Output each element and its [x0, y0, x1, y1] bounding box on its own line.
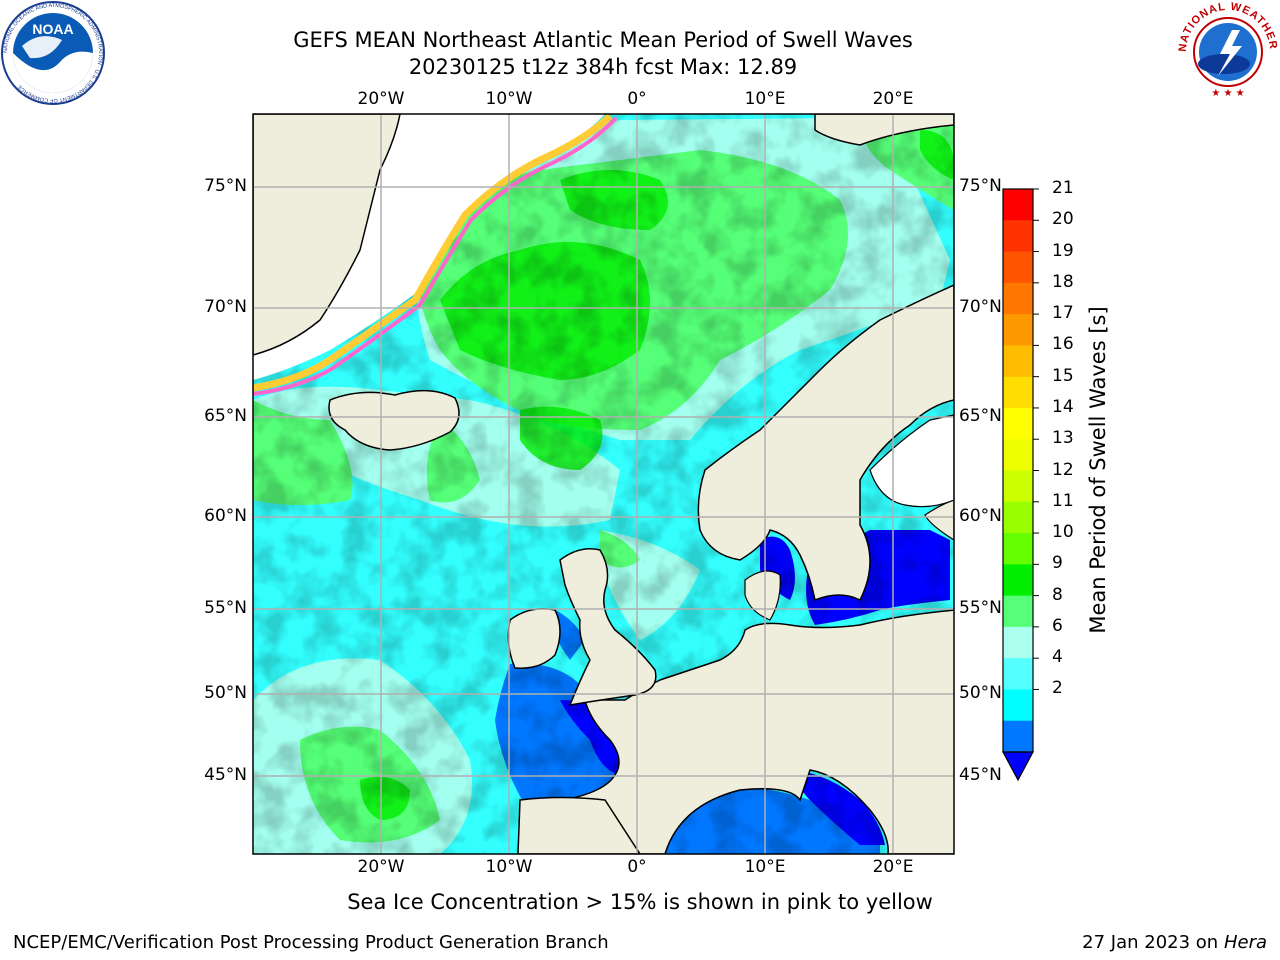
- lon-label-bottom-10w: 10°W: [485, 857, 533, 877]
- colorbar-tick-label: 21: [1052, 178, 1074, 198]
- colorbar-segment: [1003, 376, 1033, 409]
- colorbar-segment: [1003, 439, 1033, 471]
- colorbar-tick-label: 16: [1052, 334, 1074, 355]
- colorbar-tick-label: 6: [1052, 615, 1063, 636]
- colorbar-segment: [1003, 564, 1033, 597]
- colorbar-segment: [1003, 407, 1033, 440]
- noaa-logo-text: NOAA: [32, 21, 73, 37]
- colorbar-segment: [1003, 470, 1033, 503]
- footer-host: Hera: [1223, 932, 1267, 953]
- colorbar-segment: [1003, 658, 1033, 690]
- lat-label-right-65n: 65°N: [959, 406, 1002, 426]
- colorbar-segment: [1003, 251, 1033, 284]
- svalbard-landmass: [814, 114, 954, 146]
- footer-credit: NCEP/EMC/Verification Post Processing Pr…: [13, 932, 609, 953]
- graticule: [253, 114, 954, 854]
- chart-subtitle: 20230125 t12z 384h fcst Max: 12.89: [408, 55, 798, 79]
- colorbar-tick-label: 13: [1052, 428, 1074, 449]
- great-britain-landmass: [559, 548, 657, 706]
- colorbar-extend-triangle: [1001, 751, 1035, 782]
- colorbar-segment: [1003, 595, 1033, 628]
- colorbar: [1001, 188, 1039, 782]
- lat-label-left-60n: 60°N: [204, 506, 247, 526]
- colorbar-tick-label: 8: [1052, 584, 1063, 605]
- colorbar-segment: [1003, 345, 1033, 378]
- iceland-landmass: [328, 389, 460, 451]
- lat-label-right-50n: 50°N: [959, 683, 1002, 703]
- colorbar-segment: [1003, 689, 1033, 722]
- lon-label-top-20w: 20°W: [357, 89, 405, 109]
- colorbar-tick-label: 15: [1052, 365, 1074, 386]
- footer-timestamp: 27 Jan 2023 on Hera: [1082, 932, 1267, 953]
- lon-label-top-10w: 10°W: [485, 89, 533, 109]
- lat-label-right-55n: 55°N: [959, 598, 1002, 618]
- colorbar-tick-label: 9: [1052, 553, 1063, 574]
- lat-label-left-65n: 65°N: [204, 406, 247, 426]
- lon-label-top-10e: 10°E: [744, 89, 786, 109]
- colorbar-segment: [1003, 533, 1033, 565]
- iberia-landmass: [517, 796, 641, 854]
- lat-label-left-45n: 45°N: [204, 765, 247, 785]
- colorbar-segment: [1003, 626, 1033, 659]
- sea-ice-edge-yellow: [253, 114, 613, 392]
- lon-label-bottom-20w: 20°W: [357, 857, 405, 877]
- noaa-logo: NOAA NATIONAL OCEANIC AND ATMOSPHERIC AD…: [1, 1, 105, 105]
- scandinavia-landmass: [697, 284, 954, 602]
- nws-logo: NATIONAL WEATHER SERVICE ★ ★ ★: [1176, 0, 1278, 102]
- colorbar-tick-label: 11: [1052, 490, 1074, 511]
- sea-ice-edge-pink: [253, 116, 618, 396]
- lat-label-right-60n: 60°N: [959, 506, 1002, 526]
- lon-label-top-0: 0°: [627, 89, 647, 109]
- lon-label-top-20e: 20°E: [872, 89, 914, 109]
- lat-label-right-70n: 70°N: [959, 297, 1002, 317]
- colorbar-tick-label: 2: [1052, 678, 1063, 699]
- colorbar-segment: [1003, 189, 1033, 221]
- lat-label-left-70n: 70°N: [204, 297, 247, 317]
- chart-title: GEFS MEAN Northeast Atlantic Mean Period…: [293, 28, 913, 52]
- lat-label-left-50n: 50°N: [204, 683, 247, 703]
- colorbar-tick-label: 12: [1052, 459, 1074, 480]
- lon-label-bottom-10e: 10°E: [744, 857, 786, 877]
- footer-date: 27 Jan 2023 on: [1082, 932, 1224, 953]
- lon-label-bottom-20e: 20°E: [872, 857, 914, 877]
- colorbar-tick-label: 14: [1052, 396, 1074, 417]
- colorbar-segment: [1003, 720, 1033, 753]
- lon-label-bottom-0: 0°: [627, 857, 647, 877]
- colorbar-label: Mean Period of Swell Waves [s]: [1086, 306, 1110, 634]
- colorbar-tick-label: 10: [1052, 522, 1074, 543]
- lat-label-right-75n: 75°N: [959, 176, 1002, 196]
- lat-label-left-55n: 55°N: [204, 598, 247, 618]
- colorbar-tick-label: 20: [1052, 209, 1074, 230]
- colorbar-tick-label: 17: [1052, 303, 1074, 324]
- continental-europe-landmass: [519, 609, 954, 854]
- lat-label-right-45n: 45°N: [959, 765, 1002, 785]
- colorbar-tick-label: 19: [1052, 240, 1074, 261]
- colorbar-tick-label: 18: [1052, 271, 1074, 292]
- colorbar-segment: [1003, 282, 1033, 315]
- colorbar-segment: [1003, 314, 1033, 346]
- svg-text:★ ★ ★: ★ ★ ★: [1211, 88, 1244, 99]
- colorbar-tick-label: 4: [1052, 647, 1063, 668]
- sea-ice-note: Sea Ice Concentration > 15% is shown in …: [347, 890, 933, 914]
- map-frame: [252, 113, 955, 855]
- colorbar-segment: [1003, 220, 1033, 253]
- greenland-landmass: [253, 114, 401, 356]
- colorbar-segment: [1003, 501, 1033, 534]
- lat-label-left-75n: 75°N: [204, 176, 247, 196]
